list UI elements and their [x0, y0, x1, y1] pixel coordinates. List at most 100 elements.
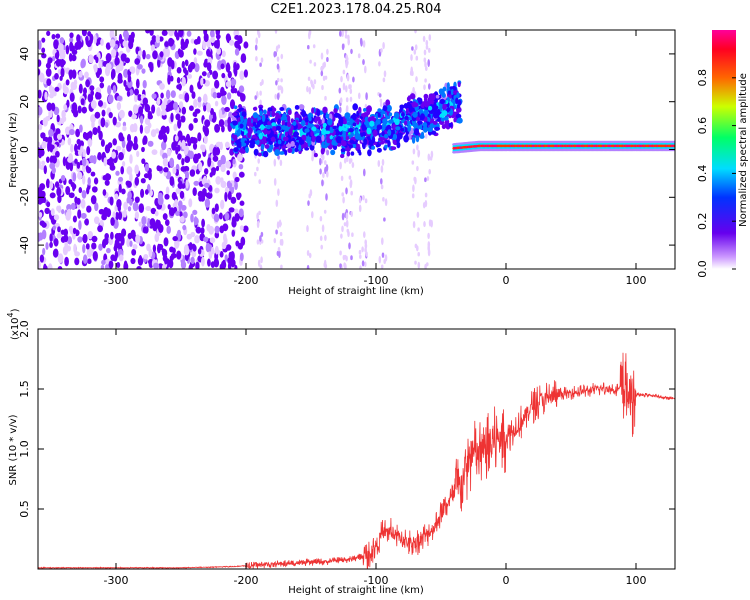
spectrogram-cell — [224, 141, 230, 149]
spectrogram-cell — [358, 151, 362, 156]
spectrogram-cell — [339, 121, 343, 127]
spectrogram-cell — [110, 217, 115, 226]
spectrogram-cell — [157, 243, 161, 254]
spectrogram-cell — [159, 82, 165, 90]
snr-multiplier-exponent: 4 — [6, 312, 15, 317]
spectrogram-cell — [209, 172, 213, 178]
spectrogram-cell — [394, 118, 400, 126]
snr-y-ticks: 0.5 1.0 1.5 2.0 — [18, 320, 675, 518]
spectrogram-cell — [307, 140, 312, 146]
spectrogram-cell — [45, 178, 50, 189]
spectrogram-cell — [87, 131, 93, 137]
spectrogram-cell — [304, 128, 310, 133]
spectrogram-cell — [81, 106, 88, 114]
spectrogram-cell — [371, 145, 376, 150]
spectrogram-cell — [271, 122, 277, 127]
spectrogram-cell — [110, 231, 114, 240]
spectrogram-cell — [219, 251, 224, 258]
spectrogram-cell — [189, 169, 196, 177]
spectrogram-cell — [139, 124, 144, 134]
spectrogram-cell — [218, 109, 223, 119]
spectrogram-cell — [359, 265, 362, 269]
spectrogram-cell — [439, 98, 446, 105]
spectrogram-cell — [203, 236, 209, 243]
spectrogram-cell — [323, 259, 327, 268]
spectrogram-cell — [133, 135, 138, 145]
spectrogram-cell — [229, 258, 236, 268]
spectrogram-cell — [53, 214, 60, 221]
spectrogram-cell — [275, 125, 282, 131]
spectrogram-cell — [381, 252, 385, 258]
spectrogram-cell — [341, 43, 345, 51]
spectrogram-cell — [428, 105, 433, 111]
spectrogram-cell — [162, 133, 168, 143]
spectrogram-cell — [107, 85, 112, 95]
spectrogram-cell — [428, 168, 432, 175]
colorbar-tick-label: 0.0 — [696, 260, 709, 278]
spectrogram-cell — [195, 261, 200, 269]
spectrogram-cell — [150, 44, 155, 52]
spectrogram-cell — [384, 254, 388, 262]
spectrogram-cell — [90, 114, 96, 123]
spectrogram-cell — [78, 70, 83, 78]
spectrogram-cell — [190, 231, 196, 238]
spectrogram-cell — [162, 213, 168, 221]
spectrogram-cell — [416, 211, 420, 218]
spectrogram-cell — [206, 192, 213, 199]
spectrogram-cell — [287, 134, 292, 143]
spectrogram-cell — [80, 212, 87, 219]
spectrogram-cell — [87, 138, 93, 148]
spectrogram-cell — [342, 69, 346, 75]
spectrogram-cell — [101, 259, 106, 266]
spectrogram-cell — [417, 97, 423, 105]
spectrogram-cell — [218, 212, 223, 220]
snr-x-axis-label: Height of straight line (km) — [288, 585, 424, 596]
spectrogram-cell — [189, 84, 194, 94]
spectrogram-cell — [114, 250, 119, 260]
spectrogram-cell — [77, 105, 82, 114]
spectrogram-cell — [45, 242, 49, 250]
colorbar: 0.0 0.2 0.4 0.6 0.8 Normalized spectral ampl… — [696, 30, 749, 278]
spectrogram-cell — [432, 111, 439, 119]
spectrogram-cell — [135, 234, 141, 244]
spectrogram-cell — [286, 115, 291, 123]
spectrogram-cell — [92, 250, 98, 261]
spectrogram-cell — [179, 215, 185, 223]
snr-x-tick-label: 0 — [503, 574, 510, 587]
spectrogram-cell — [277, 155, 280, 160]
spectrogram-cell — [219, 141, 223, 151]
spectrogram-cell — [381, 237, 384, 246]
spectrogram-cell — [441, 111, 445, 119]
spectrogram-cell — [428, 47, 431, 53]
spectrogram-cell — [109, 196, 114, 206]
spectrogram-cell — [124, 57, 131, 64]
spectrogram-cell — [184, 59, 189, 67]
spectrogram-cell — [165, 186, 170, 195]
spectrogram-cell — [346, 121, 353, 126]
spectrogram-cell — [183, 145, 190, 153]
spectrogram-cell — [427, 232, 430, 240]
spectrogram-cell — [38, 106, 43, 116]
spectrogram-cell — [89, 85, 95, 91]
spectrogram-cell — [237, 242, 244, 250]
spectrogram-cell — [227, 190, 232, 201]
snr-y-tick-label: 2.0 — [18, 320, 31, 338]
spectrogram-cell — [78, 220, 82, 231]
spectrogram-cell — [112, 85, 117, 94]
spectrogram-cell — [343, 222, 347, 227]
spectrogram-cell — [412, 86, 415, 94]
spectrogram-cell — [57, 266, 63, 269]
spectrogram-cell — [101, 213, 107, 221]
spectrogram-cell — [242, 225, 249, 233]
spectrogram-cell — [98, 208, 105, 215]
spectrogram-cell — [372, 129, 378, 137]
spectrogram-cell — [293, 131, 299, 138]
spectrogram-cell — [81, 190, 87, 199]
spectrogram-cell — [53, 39, 59, 50]
spectrogram-cell — [118, 151, 124, 161]
spectrogram-cell — [423, 84, 426, 91]
spectrogram-cell — [181, 60, 185, 69]
spectrogram-cell — [435, 94, 440, 99]
spectrogram-cell — [298, 144, 302, 152]
spectrogram-cell — [57, 226, 61, 233]
